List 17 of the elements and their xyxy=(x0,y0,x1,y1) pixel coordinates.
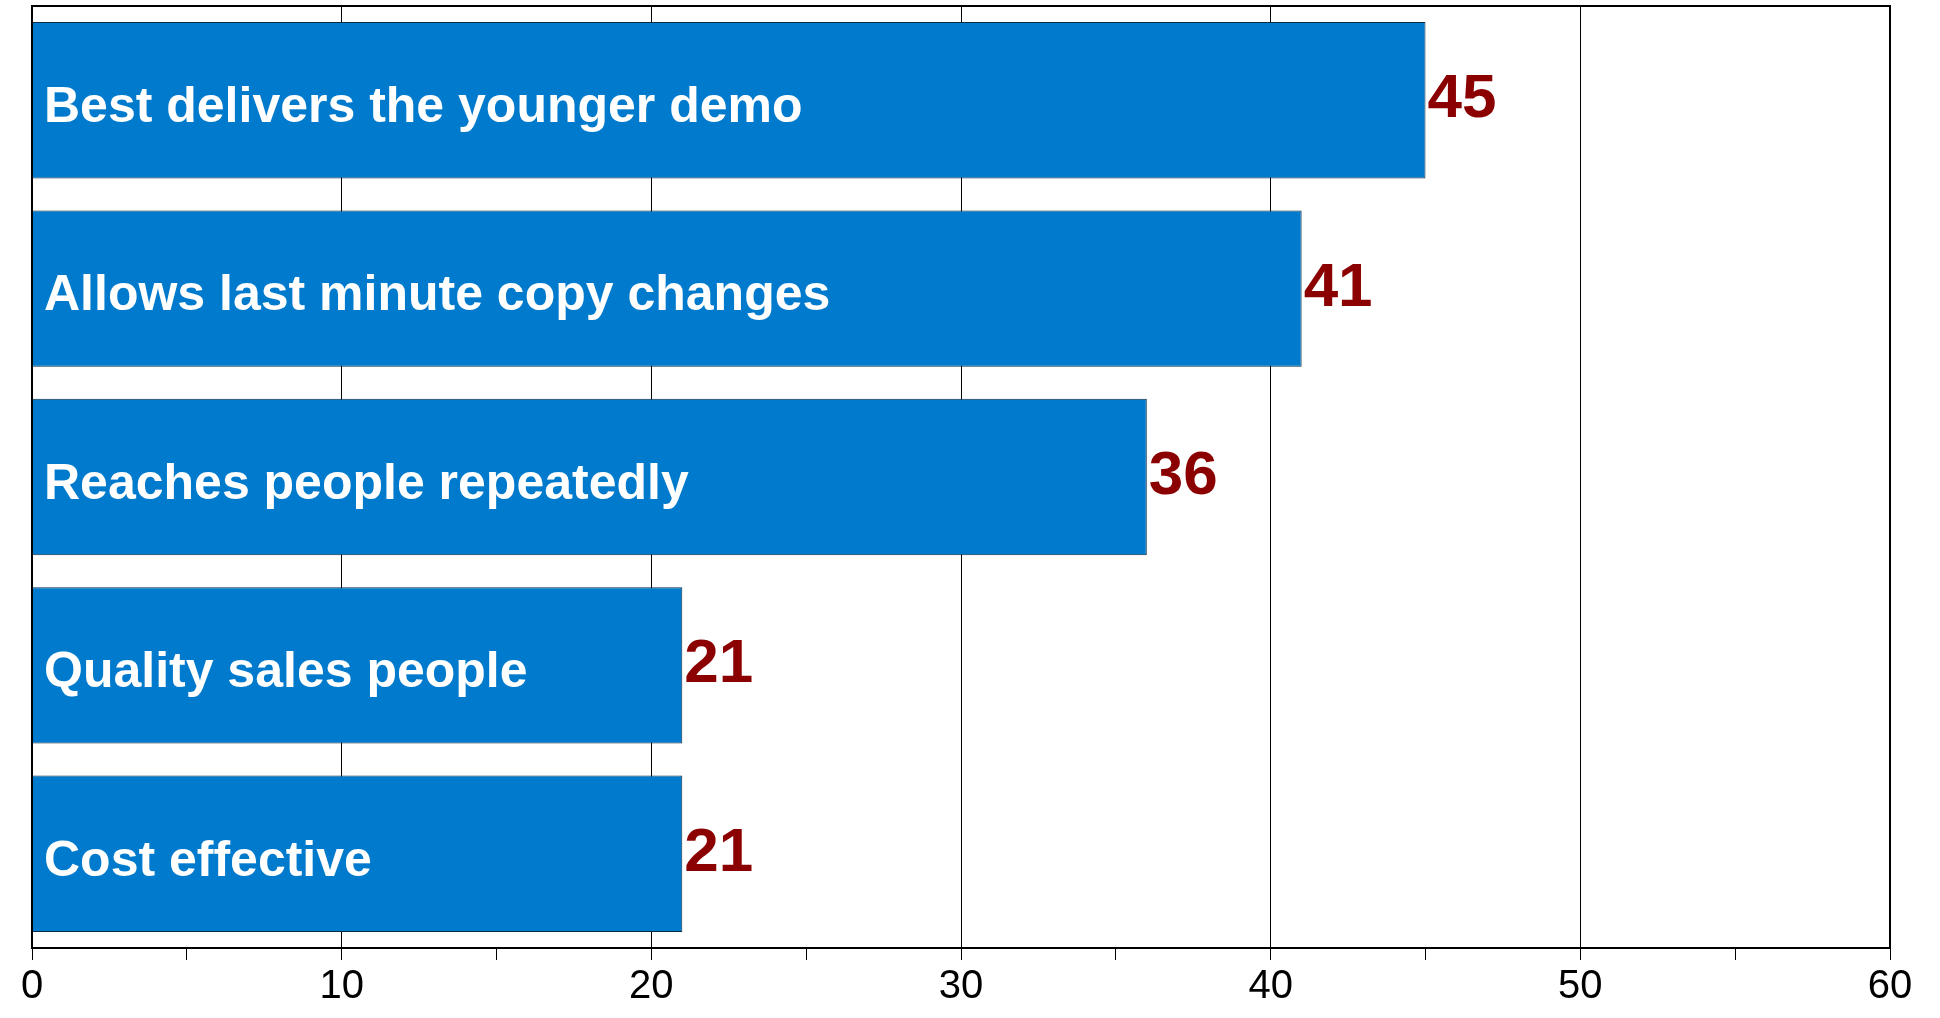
x-tick-label: 60 xyxy=(1867,962,1913,1007)
x-tick-label: 50 xyxy=(1558,962,1603,1007)
x-tick-label: 30 xyxy=(938,962,984,1007)
x-tick-label: 40 xyxy=(1248,962,1293,1007)
data-label: 41 xyxy=(1303,249,1373,319)
x-tick-label: 0 xyxy=(20,962,44,1007)
data-label: 36 xyxy=(1148,438,1218,508)
y-tick-label: Quality sales people xyxy=(44,642,528,699)
x-tick-label: 10 xyxy=(319,962,364,1007)
y-tick-label: Best delivers the younger demo xyxy=(44,76,803,133)
data-label: 45 xyxy=(1427,61,1497,131)
x-tick-label: 20 xyxy=(629,962,674,1007)
y-tick-label: Cost effective xyxy=(44,830,372,887)
data-label: 21 xyxy=(684,814,754,884)
data-label: 21 xyxy=(684,626,754,696)
y-tick-label: Reaches people repeatedly xyxy=(44,453,689,510)
y-tick-label: Allows last minute copy changes xyxy=(44,265,831,322)
